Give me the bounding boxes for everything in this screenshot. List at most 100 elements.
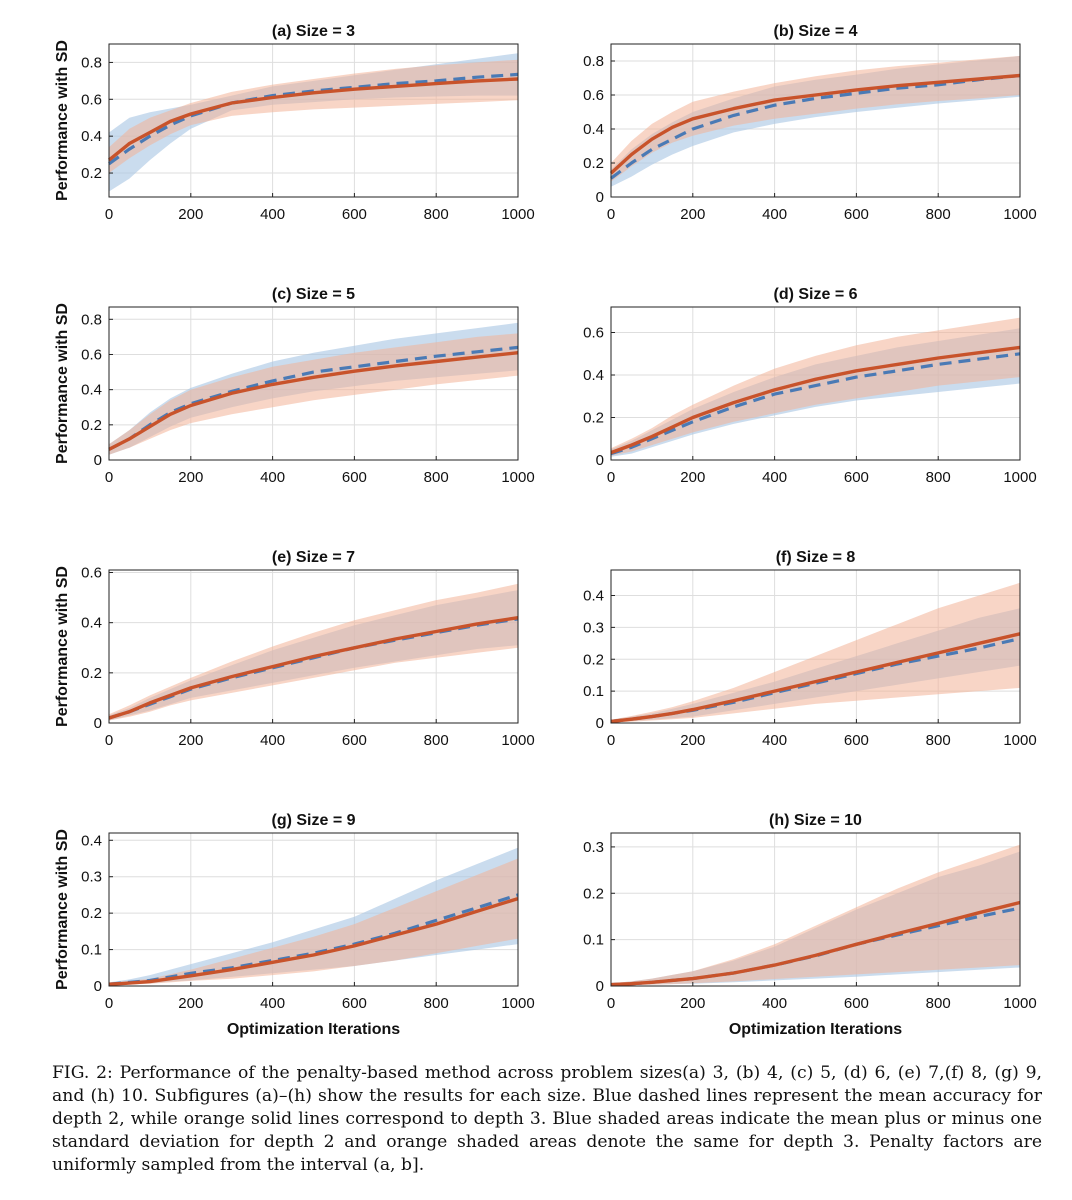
x-tick-label: 400 — [260, 732, 285, 749]
y-tick-label: 0 — [596, 715, 604, 732]
y-tick-label: 0.2 — [583, 885, 604, 902]
sd-band-depth3 — [611, 582, 1020, 723]
axes-frame — [610, 43, 1021, 198]
panel-g: 0 200 400 600 800 1000 0 0.1 0.2 0.3 0.4 (g) Size =… — [54, 812, 535, 1038]
panel-title: (a) Size = 3 — [272, 23, 355, 40]
y-tick-label: 0.8 — [81, 54, 102, 71]
y-tick-label: 0.6 — [583, 87, 604, 104]
panel-f: 0 200 400 600 800 1000 0 0.1 0.2 0.3 0.4 (f) Size =… — [583, 549, 1037, 749]
x-tick-label: 800 — [926, 995, 951, 1012]
panel-title: (c) Size = 5 — [272, 286, 355, 303]
panel-title: (g) Size = 9 — [271, 812, 355, 829]
y-tick-label: 0.2 — [81, 417, 102, 434]
x-tick-label: 200 — [680, 995, 705, 1012]
y-axis-label: Performance with SD — [54, 40, 71, 201]
y-tick-label: 0.6 — [583, 325, 604, 342]
x-tick-label: 600 — [844, 995, 869, 1012]
axes-frame — [108, 306, 519, 461]
x-tick-label: 1000 — [1003, 732, 1036, 749]
y-tick-label: 0.4 — [583, 367, 604, 384]
x-tick-label: 0 — [607, 206, 615, 223]
x-tick-label: 600 — [844, 206, 869, 223]
y-tick-label: 0 — [94, 452, 102, 469]
y-tick-label: 0.1 — [583, 683, 604, 700]
panel-h: 0 200 400 600 800 1000 0 0.1 0.2 0.3 (h) Size = 10… — [583, 812, 1037, 1038]
x-tick-label: 1000 — [1003, 206, 1036, 223]
y-tick-label: 0.4 — [81, 382, 102, 399]
panel-title: (e) Size = 7 — [272, 549, 355, 566]
y-tick-label: 0.6 — [81, 565, 102, 582]
axes-frame — [610, 569, 1021, 724]
x-tick-label: 200 — [178, 206, 203, 223]
x-tick-label: 0 — [105, 206, 113, 223]
x-tick-label: 0 — [105, 732, 113, 749]
x-tick-label: 0 — [607, 995, 615, 1012]
y-tick-label: 0.4 — [583, 588, 604, 605]
x-tick-label: 1000 — [501, 206, 534, 223]
x-tick-label: 1000 — [501, 732, 534, 749]
x-axis-label: Optimization Iterations — [729, 1021, 902, 1038]
x-tick-label: 0 — [105, 995, 113, 1012]
x-tick-label: 0 — [607, 732, 615, 749]
y-tick-label: 0.1 — [583, 932, 604, 949]
x-tick-label: 800 — [926, 206, 951, 223]
y-axis-label: Performance with SD — [54, 829, 71, 990]
x-tick-label: 200 — [178, 995, 203, 1012]
axes-frame — [108, 832, 519, 987]
y-tick-label: 0.2 — [583, 410, 604, 427]
x-tick-label: 400 — [762, 995, 787, 1012]
panel-title: (d) Size = 6 — [773, 286, 857, 303]
x-tick-label: 400 — [762, 732, 787, 749]
x-tick-label: 800 — [926, 732, 951, 749]
y-tick-label: 0.4 — [81, 615, 102, 632]
y-tick-label: 0.3 — [81, 869, 102, 886]
x-tick-label: 400 — [260, 469, 285, 486]
y-tick-label: 0.8 — [583, 53, 604, 70]
y-tick-label: 0 — [94, 715, 102, 732]
sd-band-depth3 — [611, 844, 1020, 986]
y-tick-label: 0 — [596, 189, 604, 206]
mean-line-depth3 — [108, 616, 519, 720]
x-tick-label: 200 — [178, 469, 203, 486]
y-tick-label: 0.8 — [81, 311, 102, 328]
x-tick-label: 0 — [607, 469, 615, 486]
x-tick-label: 600 — [342, 995, 367, 1012]
x-tick-label: 200 — [178, 732, 203, 749]
x-tick-label: 600 — [844, 469, 869, 486]
y-tick-label: 0.6 — [81, 346, 102, 363]
panel-c: 0 200 400 600 800 1000 0 0.2 0.4 0.6 0.8 (c) Size =… — [54, 286, 535, 486]
x-tick-label: 600 — [342, 469, 367, 486]
mean-line-depth2 — [610, 352, 1021, 456]
y-tick-label: 0.2 — [583, 651, 604, 668]
y-axis-label: Performance with SD — [54, 303, 71, 464]
figure-panels: 0 200 400 600 800 1000 0.2 0.4 0.6 0.8 (a) Size = … — [54, 23, 1037, 1038]
y-tick-label: 0.2 — [81, 665, 102, 682]
x-tick-label: 400 — [762, 469, 787, 486]
mean-line-depth3 — [108, 896, 519, 986]
x-tick-label: 200 — [680, 732, 705, 749]
x-tick-label: 800 — [424, 732, 449, 749]
x-axis-label: Optimization Iterations — [227, 1021, 400, 1038]
x-tick-label: 400 — [260, 995, 285, 1012]
sd-band-depth3 — [109, 583, 518, 721]
sd-band-depth3 — [109, 59, 518, 174]
y-tick-label: 0.4 — [81, 128, 102, 145]
x-tick-label: 0 — [105, 469, 113, 486]
panel-e: 0 200 400 600 800 1000 0 0.2 0.4 0.6 (e) Size = 7 P… — [54, 549, 535, 749]
y-tick-label: 0.2 — [81, 165, 102, 182]
x-tick-label: 200 — [680, 469, 705, 486]
y-tick-label: 0 — [596, 452, 604, 469]
figure-caption: FIG. 2: Performance of the penalty-based… — [52, 1063, 1042, 1175]
y-tick-label: 0.4 — [583, 121, 604, 138]
y-tick-label: 0.3 — [583, 839, 604, 856]
x-tick-label: 400 — [260, 206, 285, 223]
y-tick-label: 0 — [596, 978, 604, 995]
x-tick-label: 600 — [342, 206, 367, 223]
mean-line-depth3 — [610, 900, 1021, 987]
x-tick-label: 800 — [424, 995, 449, 1012]
y-tick-label: 0.4 — [81, 832, 102, 849]
mean-line-depth3 — [609, 73, 1021, 175]
y-tick-label: 0.3 — [583, 619, 604, 636]
y-axis-label: Performance with SD — [54, 566, 71, 727]
y-tick-label: 0.2 — [81, 905, 102, 922]
